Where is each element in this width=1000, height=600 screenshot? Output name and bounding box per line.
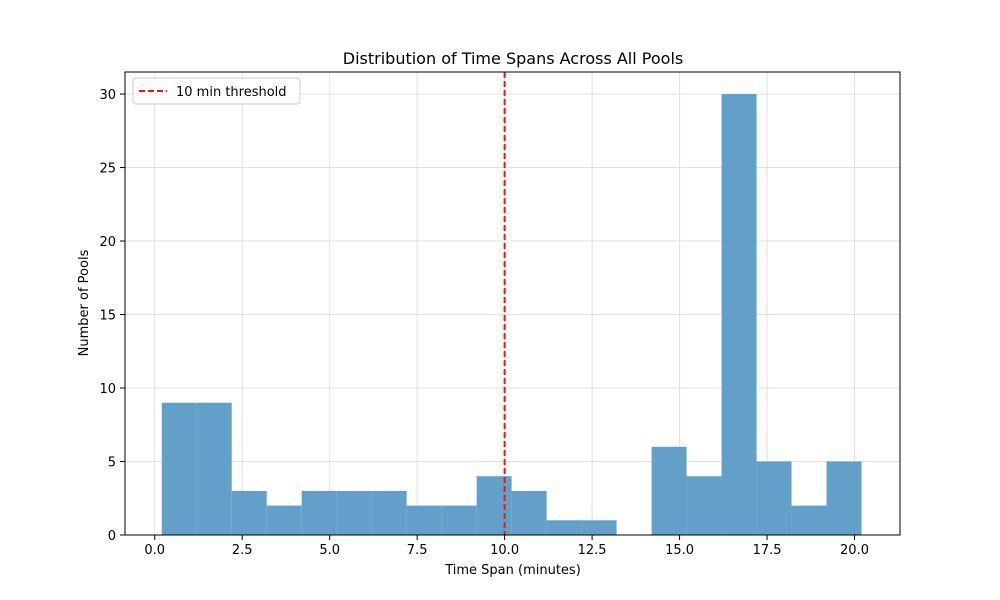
y-tick-label-4: 20 (99, 235, 116, 250)
bar-0 (161, 402, 197, 535)
x-tick-label-5: 12.5 (578, 543, 607, 558)
y-tick-label-1: 5 (108, 456, 116, 471)
bar-8 (441, 505, 477, 535)
histogram-bars (161, 94, 862, 536)
x-axis-label: Time Span (minutes) (444, 563, 581, 578)
bar-14 (651, 446, 687, 535)
legend-threshold-label: 10 min threshold (176, 85, 287, 100)
bar-3 (266, 505, 302, 535)
bar-9 (476, 476, 512, 535)
bar-4 (301, 490, 337, 535)
y-tick-label-2: 10 (99, 382, 116, 397)
x-tick-label-6: 15.0 (665, 543, 694, 558)
x-tick-label-3: 7.5 (407, 543, 428, 558)
x-tick-label-7: 17.5 (753, 543, 782, 558)
bar-7 (406, 505, 442, 535)
bar-10 (511, 490, 547, 535)
x-axis-ticks: 0.0 2.5 5.0 7.5 10.0 12.5 15.0 17.5 20.0 (144, 535, 869, 558)
x-tick-label-0: 0.0 (144, 543, 165, 558)
bar-6 (371, 490, 407, 535)
bar-18 (791, 505, 827, 535)
y-axis-ticks: 0 5 10 15 20 25 30 (99, 88, 125, 544)
bar-1 (196, 402, 232, 535)
legend-box (132, 77, 301, 105)
bar-12 (581, 520, 617, 535)
x-tick-label-1: 2.5 (232, 543, 253, 558)
bar-5 (336, 490, 372, 535)
bar-15 (686, 476, 722, 535)
bar-2 (231, 490, 267, 535)
legend: 10 min threshold (132, 77, 301, 105)
bar-16 (721, 94, 757, 536)
bar-19 (826, 461, 862, 535)
y-tick-label-0: 0 (108, 529, 116, 544)
y-tick-label-6: 30 (99, 88, 116, 103)
x-tick-label-4: 10.0 (490, 543, 519, 558)
bar-11 (546, 520, 582, 535)
bar-17 (756, 461, 792, 535)
y-axis-label: Number of Pools (77, 249, 92, 356)
y-tick-label-5: 25 (99, 162, 116, 177)
x-tick-label-8: 20.0 (840, 543, 869, 558)
plot-frame (124, 71, 901, 536)
y-tick-label-3: 15 (99, 309, 116, 324)
chart-title: Distribution of Time Spans Across All Po… (343, 49, 683, 68)
x-tick-label-2: 5.0 (319, 543, 340, 558)
